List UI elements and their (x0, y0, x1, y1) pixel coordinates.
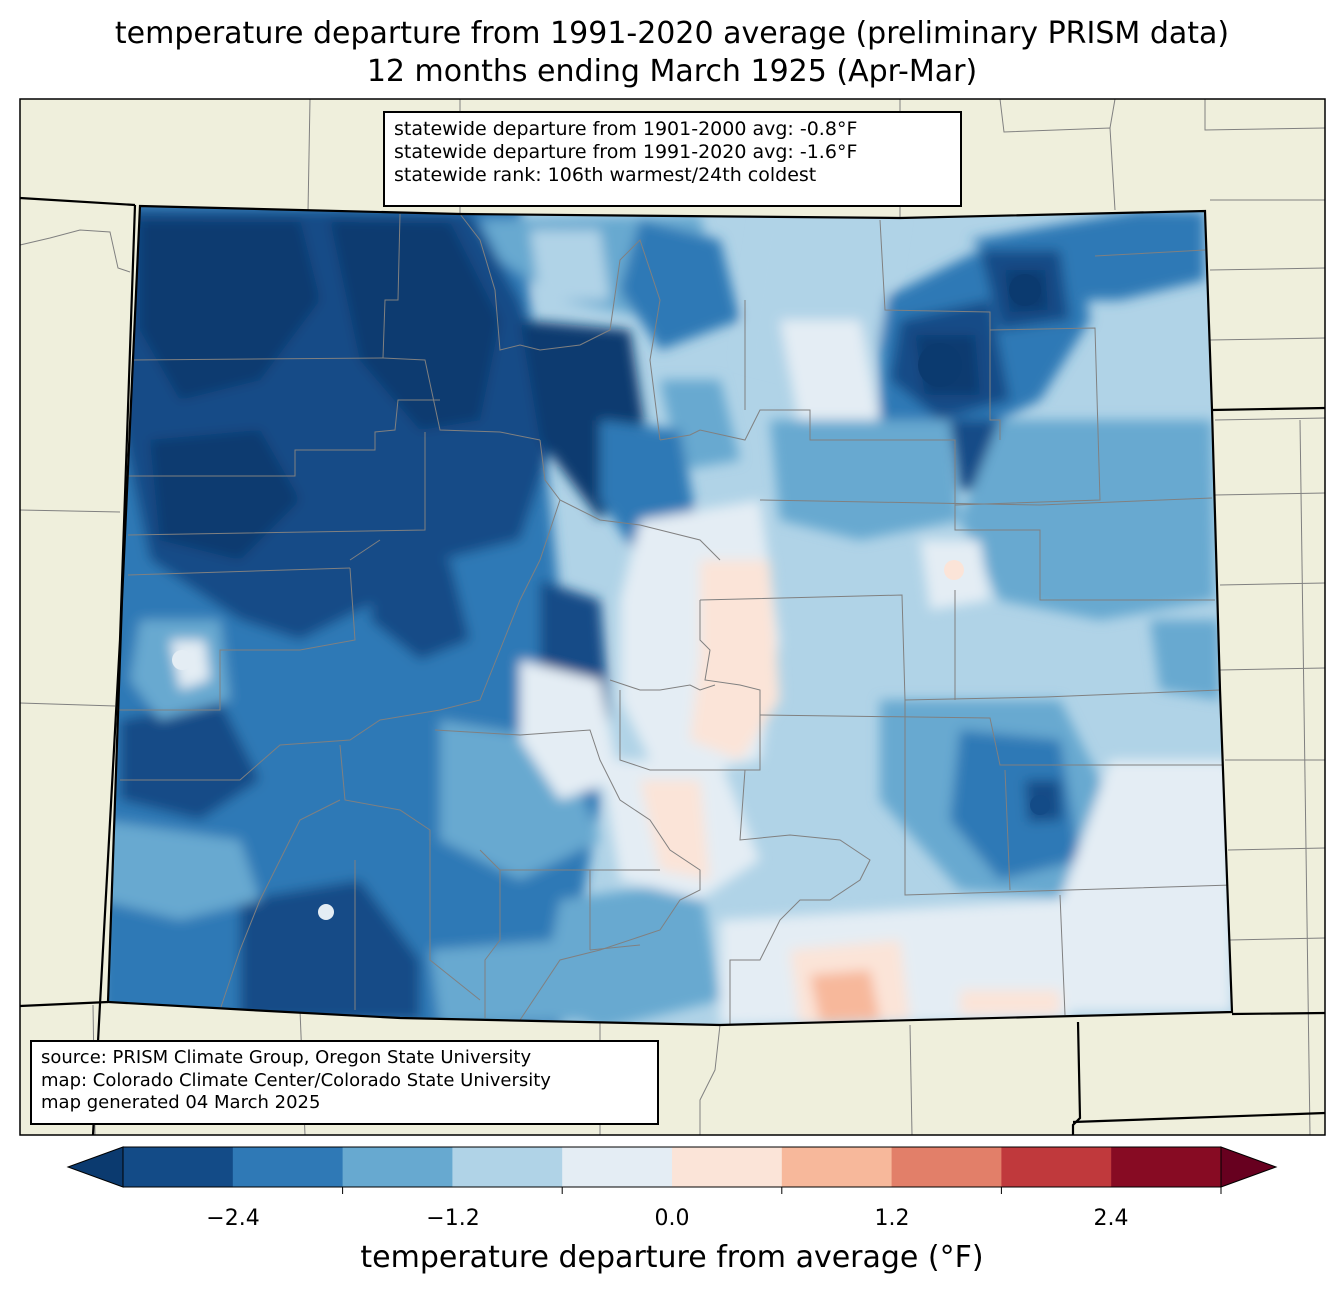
colorbar-label: temperature departure from average (°F) (360, 1240, 984, 1275)
statewide-stats-box: statewide departure from 1901-2000 avg: … (383, 111, 962, 207)
state-boundaries (19, 196, 1326, 1136)
colorbar-bin (123, 1147, 234, 1187)
source-line-prism: source: PRISM Climate Group, Oregon Stat… (41, 1047, 532, 1068)
stats-line-rank: statewide rank: 106th warmest/24th colde… (394, 164, 817, 186)
colorbar-bin (1001, 1147, 1112, 1187)
colorbar-tick-label: −2.4 (206, 1206, 260, 1231)
map-frame (19, 98, 1326, 1136)
source-line-generated: map generated 04 March 2025 (41, 1092, 321, 1113)
colorbar-bin (342, 1147, 453, 1187)
source-line-map: map: Colorado Climate Center/Colorado St… (41, 1069, 551, 1091)
colorbar-tick-label: 1.2 (874, 1206, 910, 1231)
source-box: source: PRISM Climate Group, Oregon Stat… (30, 1040, 659, 1125)
colorbar-tick-label: 0.0 (654, 1206, 690, 1231)
colorbar-bin (781, 1147, 893, 1187)
colorbar (66, 1146, 1278, 1194)
colorbar-bin (452, 1147, 563, 1187)
colorbar-bin (232, 1147, 344, 1187)
colorbar-outline (122, 1146, 1222, 1188)
map-title-line1: temperature departure from 1991-2020 ave… (114, 16, 1230, 51)
stats-line-1901-2000: statewide departure from 1901-2000 avg: … (394, 118, 858, 140)
colorbar-bin (1111, 1147, 1222, 1187)
colorbar-tick-label: −1.2 (426, 1206, 480, 1231)
temperature-field (108, 206, 1232, 1025)
colorbar-tick-label: 2.4 (1093, 1206, 1129, 1231)
colorbar-bin (891, 1147, 1002, 1187)
colorbar-extend-high (1220, 1146, 1278, 1188)
colorbar-bin (672, 1147, 783, 1187)
colorado-county-lines (115, 213, 1232, 1025)
map-title-line2: 12 months ending March 1925 (Apr-Mar) (366, 54, 978, 89)
colorbar-extend-low (66, 1146, 124, 1188)
stats-line-1991-2020: statewide departure from 1991-2020 avg: … (394, 141, 858, 163)
colorbar-bin (562, 1147, 673, 1187)
